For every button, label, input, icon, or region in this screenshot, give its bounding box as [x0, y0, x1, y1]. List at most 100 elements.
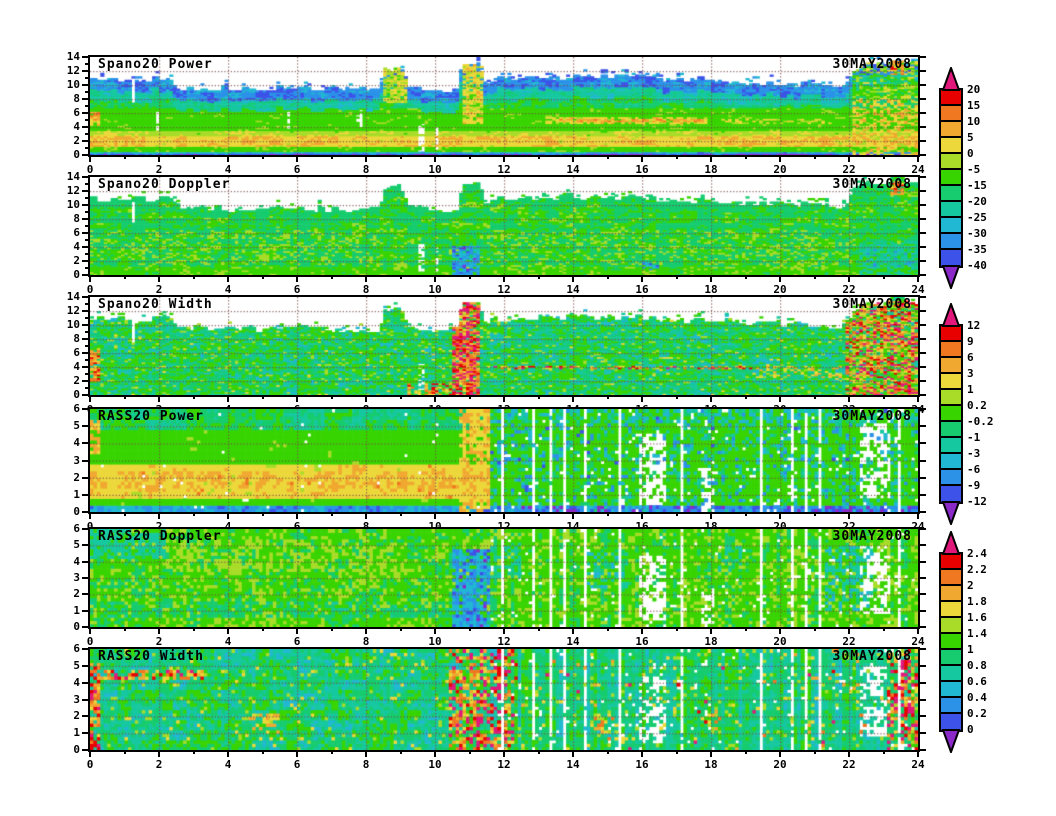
x-major-tick	[848, 155, 850, 162]
x-minor-tick	[399, 275, 402, 279]
x-minor-tick	[123, 275, 126, 279]
x-tick-label: 4	[224, 758, 232, 771]
x-tick-label: 14	[566, 283, 580, 296]
colorbar-segment	[941, 682, 961, 698]
y-major-tick	[82, 366, 89, 368]
x-major-tick	[710, 155, 712, 162]
x-major-tick	[503, 750, 505, 757]
x-minor-tick	[882, 750, 885, 754]
y-major-tick	[82, 593, 89, 596]
colorbar-tick-label: -20	[967, 195, 987, 208]
y-major-tick	[82, 528, 89, 530]
colorbar-tick-label: -9	[967, 479, 981, 492]
x-minor-tick	[123, 750, 126, 754]
colorbar-segment	[941, 358, 961, 374]
x-major-tick	[365, 275, 367, 282]
x-minor-tick	[330, 395, 333, 399]
x-minor-tick	[261, 395, 264, 399]
x-tick-label: 0	[86, 758, 94, 771]
x-minor-tick	[813, 512, 816, 516]
x-major-tick	[434, 155, 436, 162]
x-tick-label: 2	[144, 520, 174, 533]
x-major-tick	[779, 395, 781, 402]
x-major-tick	[365, 395, 367, 402]
colorbar-tick-label: 0.2	[967, 707, 987, 720]
x-tick-label: 24	[911, 163, 925, 176]
colorbar-tick-label: 9	[967, 335, 974, 348]
x-minor-tick	[399, 155, 402, 159]
colorbar-tick-label: 15	[967, 99, 981, 112]
x-minor-tick	[537, 627, 540, 631]
x-major-tick	[572, 627, 574, 634]
x-minor-tick	[468, 395, 471, 399]
x-major-tick	[296, 627, 298, 634]
x-tick-label: 12	[497, 163, 511, 176]
x-minor-tick	[813, 627, 816, 631]
colorbar-tick-label: 1.4	[967, 627, 987, 640]
x-tick-label: 18	[704, 635, 718, 648]
x-minor-tick	[399, 750, 402, 754]
panel-spano20-doppler: Spano20 Doppler 30MAY2008 0 2 4 6 8 10 12 14 16 18 2…	[67, 170, 926, 296]
x-major-tick	[641, 627, 643, 634]
panel-rass20-power: RASS20 Power30MAY20080246810121416182022…	[73, 402, 926, 533]
x-major-tick	[848, 395, 850, 402]
x-minor-tick	[882, 275, 885, 279]
x-minor-tick	[399, 627, 402, 631]
x-minor-tick	[261, 627, 264, 631]
colorbar-tick-label: -25	[967, 211, 987, 224]
colorbar-segment	[941, 422, 961, 438]
x-tick-label: 24	[911, 283, 925, 296]
y-major-tick	[82, 232, 89, 234]
colorbar-tick-label: -30	[967, 227, 987, 240]
x-major-tick	[503, 155, 505, 162]
x-minor-tick	[882, 395, 885, 399]
y-tick-label: 4	[73, 360, 80, 373]
colorbar-tick-label: 2	[967, 579, 974, 592]
x-tick-label: 0	[86, 635, 94, 648]
y-major-tick	[82, 246, 89, 248]
colorbar-segment	[941, 218, 961, 234]
x-minor-tick	[537, 275, 540, 279]
x-minor-tick	[675, 275, 678, 279]
y-major-tick-right	[919, 476, 926, 479]
x-major-tick	[917, 750, 919, 757]
x-tick-label: 12	[497, 758, 511, 771]
y-major-tick	[82, 544, 89, 547]
y-major-tick	[82, 296, 89, 298]
y-major-tick-right	[919, 338, 926, 340]
colorbar-segment	[941, 154, 961, 170]
colorbar-segment	[941, 234, 961, 250]
x-tick-label: 8	[362, 283, 370, 296]
y-tick-label: 6	[73, 346, 80, 359]
y-minor-tick	[85, 239, 89, 241]
x-minor-tick	[744, 395, 747, 399]
x-tick-label: 24	[911, 758, 925, 771]
y-tick-label: 3	[73, 692, 80, 706]
x-tick-label: 10	[428, 758, 442, 771]
x-major-tick	[296, 155, 298, 162]
y-minor-tick	[85, 359, 89, 361]
y-major-tick-right	[919, 664, 926, 667]
x-major-tick	[917, 155, 919, 162]
x-major-tick	[917, 512, 919, 519]
x-major-tick	[158, 395, 160, 402]
x-minor-tick	[468, 275, 471, 279]
y-tick-label: 2	[73, 709, 80, 723]
heatmap-canvas-rass20-width	[90, 649, 918, 750]
x-tick-label: 4	[224, 635, 232, 648]
y-major-tick-right	[919, 84, 926, 86]
y-major-tick-right	[919, 296, 926, 298]
x-tick-label: 6	[282, 520, 312, 533]
y-major-tick	[82, 476, 89, 479]
x-major-tick	[365, 627, 367, 634]
x-major-tick	[779, 750, 781, 757]
y-major-tick-right	[919, 70, 926, 72]
x-major-tick	[779, 627, 781, 634]
x-minor-tick	[468, 512, 471, 516]
x-minor-tick	[192, 512, 195, 516]
x-major-tick	[158, 155, 160, 162]
x-tick-label: 22	[842, 635, 856, 648]
colorbar-tick-label: -0.2	[967, 415, 994, 428]
colorbar-over-arrow	[941, 303, 961, 327]
x-tick-label: 24	[911, 635, 925, 648]
